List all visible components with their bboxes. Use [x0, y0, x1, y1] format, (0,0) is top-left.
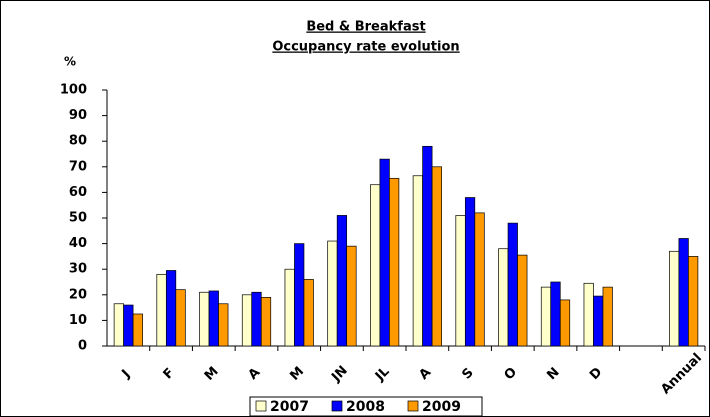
bar	[559, 299, 571, 347]
legend-swatch	[331, 400, 343, 412]
bar	[431, 166, 442, 347]
bar	[260, 297, 272, 347]
bar	[132, 313, 143, 347]
bar	[474, 212, 485, 347]
bar	[593, 295, 604, 347]
bar	[113, 303, 124, 347]
bar	[346, 245, 357, 347]
legend-swatch	[407, 400, 419, 412]
bar	[165, 270, 177, 347]
y-tick-label: 30	[69, 262, 87, 277]
y-tick-label: 60	[69, 185, 87, 200]
y-tick-label: 50	[69, 211, 87, 226]
bar	[241, 294, 253, 347]
bar	[336, 215, 348, 347]
chart-title: Bed & Breakfast	[306, 20, 425, 35]
bar	[550, 281, 561, 347]
bar	[464, 197, 476, 347]
bar	[688, 256, 699, 347]
y-axis-label: %	[64, 55, 76, 69]
bar	[199, 291, 210, 347]
bar	[498, 248, 509, 347]
y-tick-label: 0	[78, 339, 87, 354]
bar	[123, 304, 134, 347]
bar	[218, 303, 229, 347]
bar	[175, 289, 186, 347]
bar	[422, 145, 433, 347]
bar	[507, 222, 518, 347]
bar	[669, 250, 680, 347]
bar	[678, 238, 689, 347]
y-tick-label: 20	[69, 287, 87, 302]
legend-box	[249, 396, 483, 417]
y-tick-label: 90	[69, 108, 87, 123]
bar	[379, 158, 390, 347]
bar	[284, 268, 295, 347]
bar	[602, 286, 613, 347]
legend-label: 2008	[346, 399, 385, 415]
bar	[370, 184, 381, 347]
bar	[583, 282, 594, 347]
bar	[327, 240, 338, 347]
y-tick-label: 100	[60, 83, 87, 98]
bar	[389, 177, 400, 347]
bar	[303, 279, 314, 347]
legend-swatch	[255, 400, 267, 412]
bar	[540, 286, 552, 347]
legend-label: 2007	[270, 399, 309, 415]
bar	[294, 243, 305, 347]
y-tick-label: 80	[69, 134, 87, 149]
bar	[412, 175, 423, 347]
legend-label: 2009	[422, 399, 461, 415]
chart-subtitle: Occupancy rate evolution	[272, 40, 459, 55]
bar	[208, 290, 219, 347]
bar	[156, 273, 167, 347]
bar	[455, 215, 466, 347]
bar	[251, 291, 262, 347]
y-tick-label: 10	[69, 313, 87, 328]
y-tick-label: 40	[69, 236, 87, 251]
bar	[517, 254, 528, 347]
y-tick-label: 70	[69, 159, 87, 174]
